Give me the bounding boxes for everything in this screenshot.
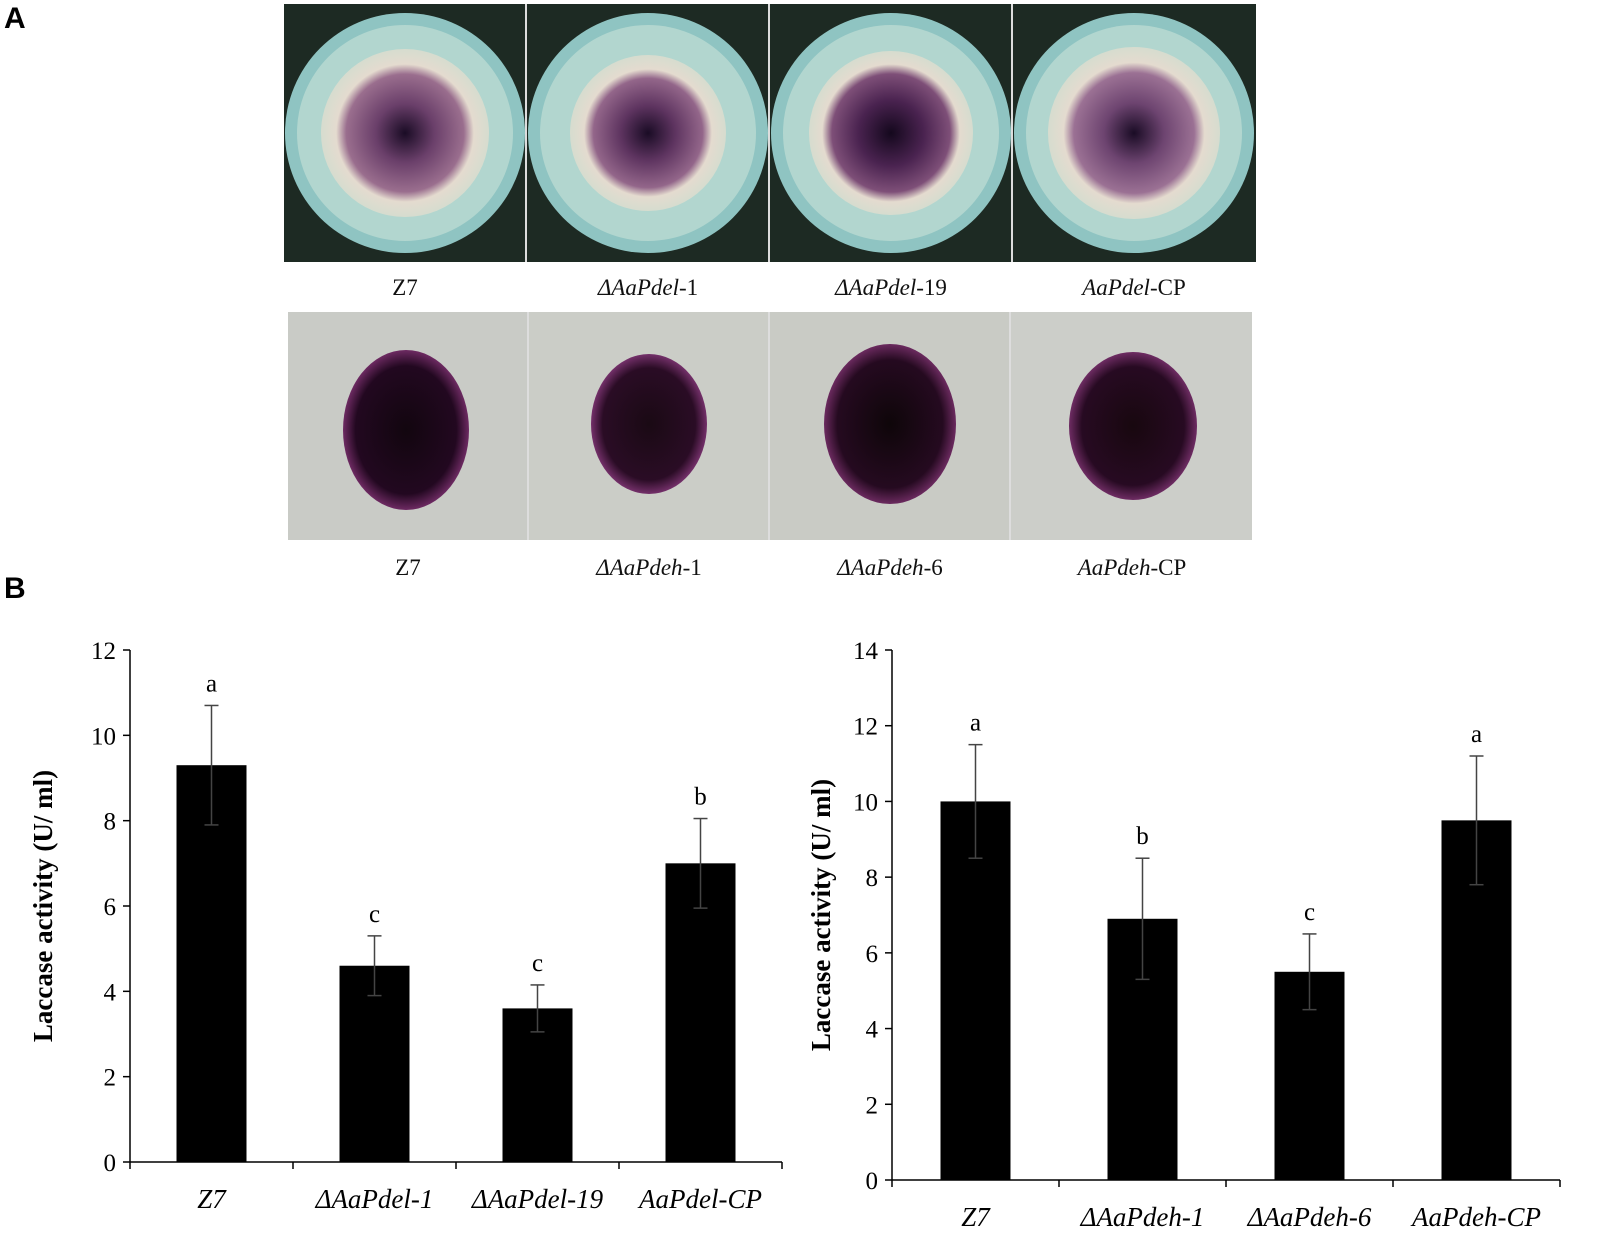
category-label: ΔAaPdel-19 — [471, 1184, 604, 1214]
significance-letter: c — [1304, 899, 1315, 926]
plate-image — [284, 4, 527, 262]
bar — [665, 863, 736, 1162]
plate-image — [1011, 312, 1252, 540]
y-tick-label: 10 — [91, 723, 116, 750]
plate-caption: Z7 — [392, 275, 418, 300]
category-label: ΔAaPdeh-1 — [1080, 1202, 1205, 1230]
plate-image — [527, 4, 770, 262]
significance-letter: c — [369, 901, 380, 928]
bar — [502, 1008, 573, 1162]
plate-row-top — [284, 4, 1256, 262]
laccase-chart-pdel: 0 2 4 6 8 10 12 Laccase activity (U/ ml) a Z7 c ΔAa… — [28, 638, 783, 1214]
plate-caption: ΔAaPdel-1 — [597, 275, 699, 300]
plate-image — [1013, 4, 1256, 262]
significance-letter: b — [694, 784, 707, 811]
y-tick-label: 12 — [91, 638, 116, 665]
bar — [339, 965, 410, 1162]
laccase-chart-pdeh: 0 2 4 6 8 10 12 14 Laccase activity (U/ ml) a Z7 b Δ… — [806, 638, 1561, 1230]
plate-caption: ΔAaPdeh-1 — [596, 555, 702, 580]
bar — [176, 765, 247, 1162]
panel-label-a: A — [4, 2, 26, 35]
category-label: Z7 — [197, 1184, 227, 1214]
plate-caption: AaPdel-CP — [1082, 275, 1186, 300]
category-label: ΔAaPdel-1 — [315, 1184, 434, 1214]
y-tick-label: 6 — [104, 894, 117, 921]
y-tick-label: 0 — [866, 1168, 879, 1195]
significance-letter: a — [970, 710, 981, 737]
plate-image — [770, 312, 1011, 540]
plate-caption: Z7 — [395, 555, 421, 580]
y-tick-label: 10 — [853, 789, 878, 816]
panel-label-b: B — [4, 572, 26, 605]
y-axis-label: Laccase activity (U/ ml) — [28, 770, 58, 1042]
significance-letter: a — [206, 670, 217, 697]
y-tick-label: 12 — [853, 714, 878, 741]
significance-letter: a — [1471, 721, 1482, 748]
y-tick-label: 2 — [866, 1092, 879, 1119]
y-tick-label: 6 — [866, 941, 879, 968]
significance-letter: b — [1136, 823, 1149, 850]
category-label: ΔAaPdeh-6 — [1247, 1202, 1372, 1230]
plate-caption: AaPdeh-CP — [1077, 555, 1187, 580]
plate-image — [770, 4, 1013, 262]
bar — [940, 801, 1011, 1180]
y-tick-label: 8 — [866, 865, 879, 892]
category-label: AaPdel-CP — [637, 1184, 762, 1214]
category-label: AaPdeh-CP — [1410, 1202, 1541, 1230]
y-axis-label: Laccase activity (U/ ml) — [806, 779, 836, 1051]
y-tick-label: 14 — [853, 638, 879, 665]
y-tick-label: 8 — [104, 809, 117, 836]
plate-image — [288, 312, 529, 540]
y-tick-label: 0 — [104, 1150, 117, 1177]
plate-caption: ΔAaPdel-19 — [835, 275, 947, 300]
y-tick-label: 4 — [104, 979, 117, 1006]
y-tick-label: 4 — [866, 1017, 879, 1044]
plate-caption: ΔAaPdeh-6 — [837, 555, 943, 580]
significance-letter: c — [532, 950, 543, 977]
y-tick-label: 2 — [104, 1065, 117, 1092]
category-label: Z7 — [961, 1202, 991, 1230]
plate-image — [529, 312, 770, 540]
plate-row-bottom — [288, 312, 1252, 540]
